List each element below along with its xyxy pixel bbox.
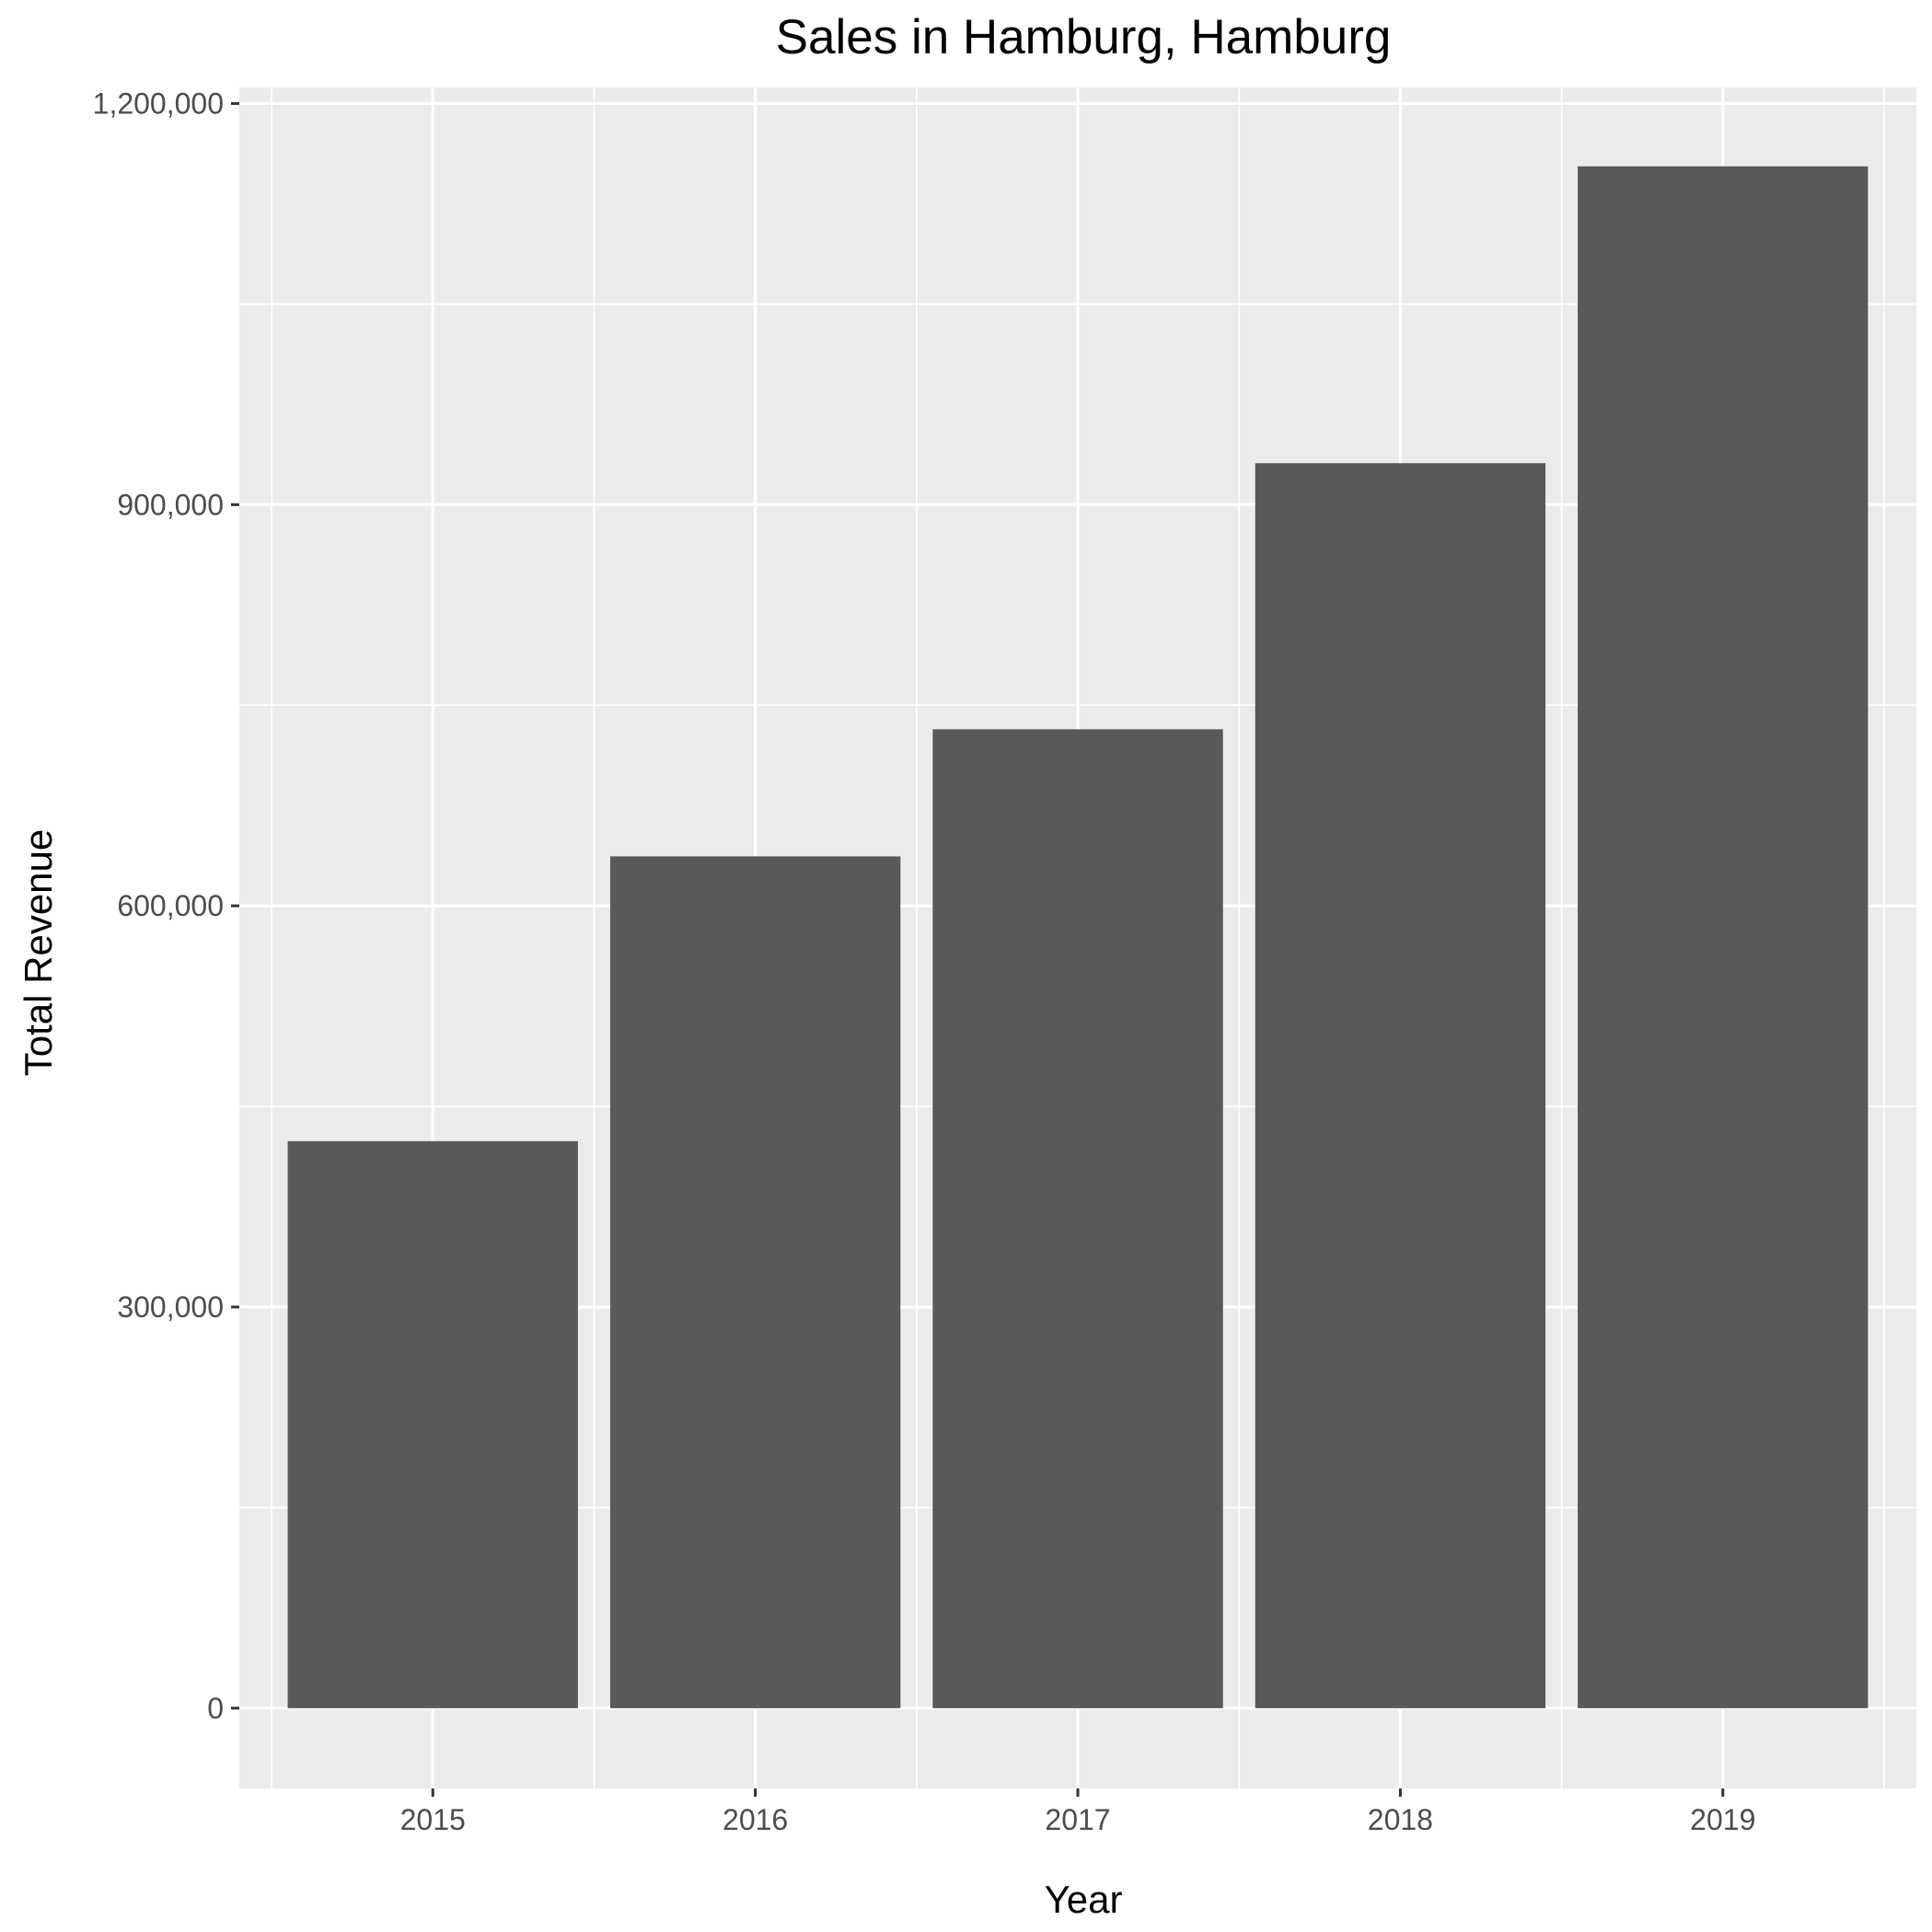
chart-title: Sales in Hamburg, Hamburg <box>776 10 1392 64</box>
y-tick-label: 1,200,000 <box>93 87 224 120</box>
bar-2015 <box>287 1140 578 1708</box>
y-axis: 0 300,000 600,000 900,000 1,200,000 <box>93 87 239 1725</box>
bar-2017 <box>932 729 1223 1708</box>
x-tick-label: 2015 <box>400 1803 466 1836</box>
y-tick-label: 0 <box>207 1692 224 1725</box>
bar-2019 <box>1578 166 1868 1708</box>
x-axis-label: Year <box>1045 1878 1123 1921</box>
y-axis-label: Total Revenue <box>17 829 60 1077</box>
x-axis: 2015 2016 2017 2018 2019 <box>400 1788 1755 1836</box>
y-tick-label: 600,000 <box>117 889 224 922</box>
x-tick-label: 2018 <box>1368 1803 1433 1836</box>
y-tick-label: 300,000 <box>117 1290 224 1324</box>
bars <box>287 166 1868 1708</box>
x-tick-label: 2016 <box>723 1803 788 1836</box>
y-tick-label: 900,000 <box>117 488 224 521</box>
x-tick-label: 2019 <box>1690 1803 1755 1836</box>
x-tick-label: 2017 <box>1045 1803 1110 1836</box>
bar-2018 <box>1255 463 1546 1708</box>
bar-2016 <box>609 856 901 1708</box>
